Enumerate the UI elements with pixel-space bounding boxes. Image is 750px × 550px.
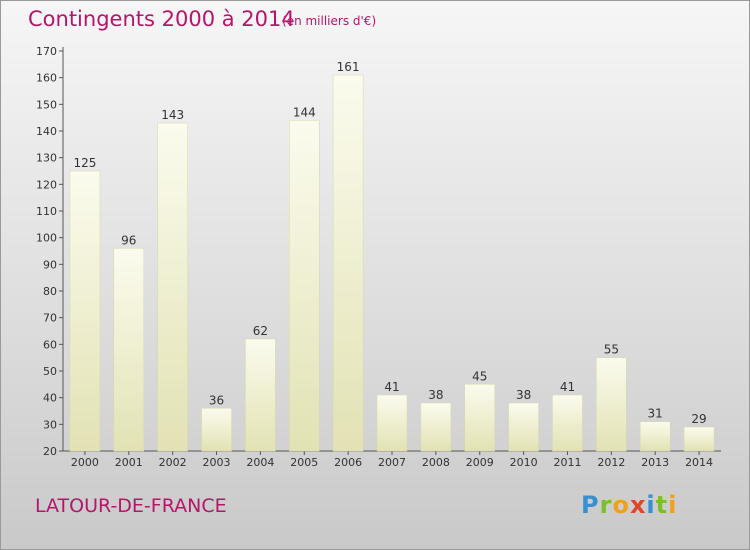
bar-2002 <box>157 122 188 452</box>
chart-axes: 20 30 40 50 60 70 80 90 100 110 120 130 140 150 160 170 <box>36 45 721 458</box>
bar-2014 <box>683 426 715 452</box>
bar-2003 <box>201 408 232 452</box>
y-tick-label: 90 <box>43 258 57 271</box>
chart-labels: 2000 125 2001 96 2002 143 2003 36 2004 62 2005 144 2… <box>71 60 713 469</box>
data-label-2008: 38 <box>428 388 443 402</box>
data-label-2006: 161 <box>337 60 360 74</box>
bar-2001 <box>113 248 145 452</box>
commune-name: LATOUR-DE-FRANCE <box>35 495 227 517</box>
bar-2000 <box>69 170 101 452</box>
bar-2006 <box>332 74 364 452</box>
bar-2004 <box>245 338 276 452</box>
x-tick-label-2006: 2006 <box>334 456 362 469</box>
data-label-2010: 38 <box>516 388 531 402</box>
data-label-2014: 29 <box>691 412 706 426</box>
x-tick-label-2012: 2012 <box>597 456 625 469</box>
bar-2011 <box>552 394 583 452</box>
x-tick-label-2004: 2004 <box>246 456 274 469</box>
y-tick-label: 140 <box>36 125 57 138</box>
y-tick-label: 150 <box>36 98 57 111</box>
bar-2013 <box>639 421 671 452</box>
y-tick-label: 40 <box>43 392 57 405</box>
x-tick-label-2003: 2003 <box>203 456 231 469</box>
x-tick-label-2014: 2014 <box>685 456 713 469</box>
x-tick-label-2007: 2007 <box>378 456 406 469</box>
data-label-2003: 36 <box>209 393 224 407</box>
y-tick-label: 20 <box>43 445 57 458</box>
data-label-2007: 41 <box>384 380 399 394</box>
x-tick-label-2010: 2010 <box>510 456 538 469</box>
y-tick-label: 120 <box>36 178 57 191</box>
data-label-2005: 144 <box>293 105 316 119</box>
y-tick-label: 130 <box>36 152 57 165</box>
data-label-2012: 55 <box>604 343 619 357</box>
y-tick-label: 160 <box>36 72 57 85</box>
data-label-2009: 45 <box>472 369 487 383</box>
proxiti-logo[interactable]: Proxiti <box>581 491 678 519</box>
x-tick-label-2001: 2001 <box>115 456 143 469</box>
bar-2012 <box>596 357 627 452</box>
data-label-2011: 41 <box>560 380 575 394</box>
bar-2009 <box>464 384 495 452</box>
chart-bars <box>69 74 715 452</box>
y-tick-label: 110 <box>36 205 57 218</box>
x-tick-label-2008: 2008 <box>422 456 450 469</box>
x-tick-label-2013: 2013 <box>641 456 669 469</box>
bar-2010 <box>508 402 539 452</box>
data-label-2002: 143 <box>161 108 184 122</box>
x-tick-label-2011: 2011 <box>553 456 581 469</box>
y-tick-label: 30 <box>43 418 57 431</box>
y-tick-label: 50 <box>43 365 57 378</box>
data-label-2000: 125 <box>73 156 96 170</box>
data-label-2013: 31 <box>648 407 663 421</box>
bar-2007 <box>376 394 408 452</box>
x-tick-label-2002: 2002 <box>159 456 187 469</box>
y-tick-label: 70 <box>43 312 57 325</box>
x-tick-label-2009: 2009 <box>466 456 494 469</box>
data-label-2001: 96 <box>121 233 136 247</box>
bar-2005 <box>289 120 320 452</box>
data-label-2004: 62 <box>253 324 268 338</box>
bar-2008 <box>420 402 452 452</box>
y-tick-label: 80 <box>43 285 57 298</box>
y-tick-label: 100 <box>36 232 57 245</box>
y-tick-label: 170 <box>36 45 57 58</box>
page-title: Contingents 2000 à 2014 <box>28 7 295 31</box>
y-tick-label: 60 <box>43 338 57 351</box>
x-tick-label-2005: 2005 <box>290 456 318 469</box>
page-subtitle: (en milliers d'€) <box>282 14 377 28</box>
x-tick-label-2000: 2000 <box>71 456 99 469</box>
